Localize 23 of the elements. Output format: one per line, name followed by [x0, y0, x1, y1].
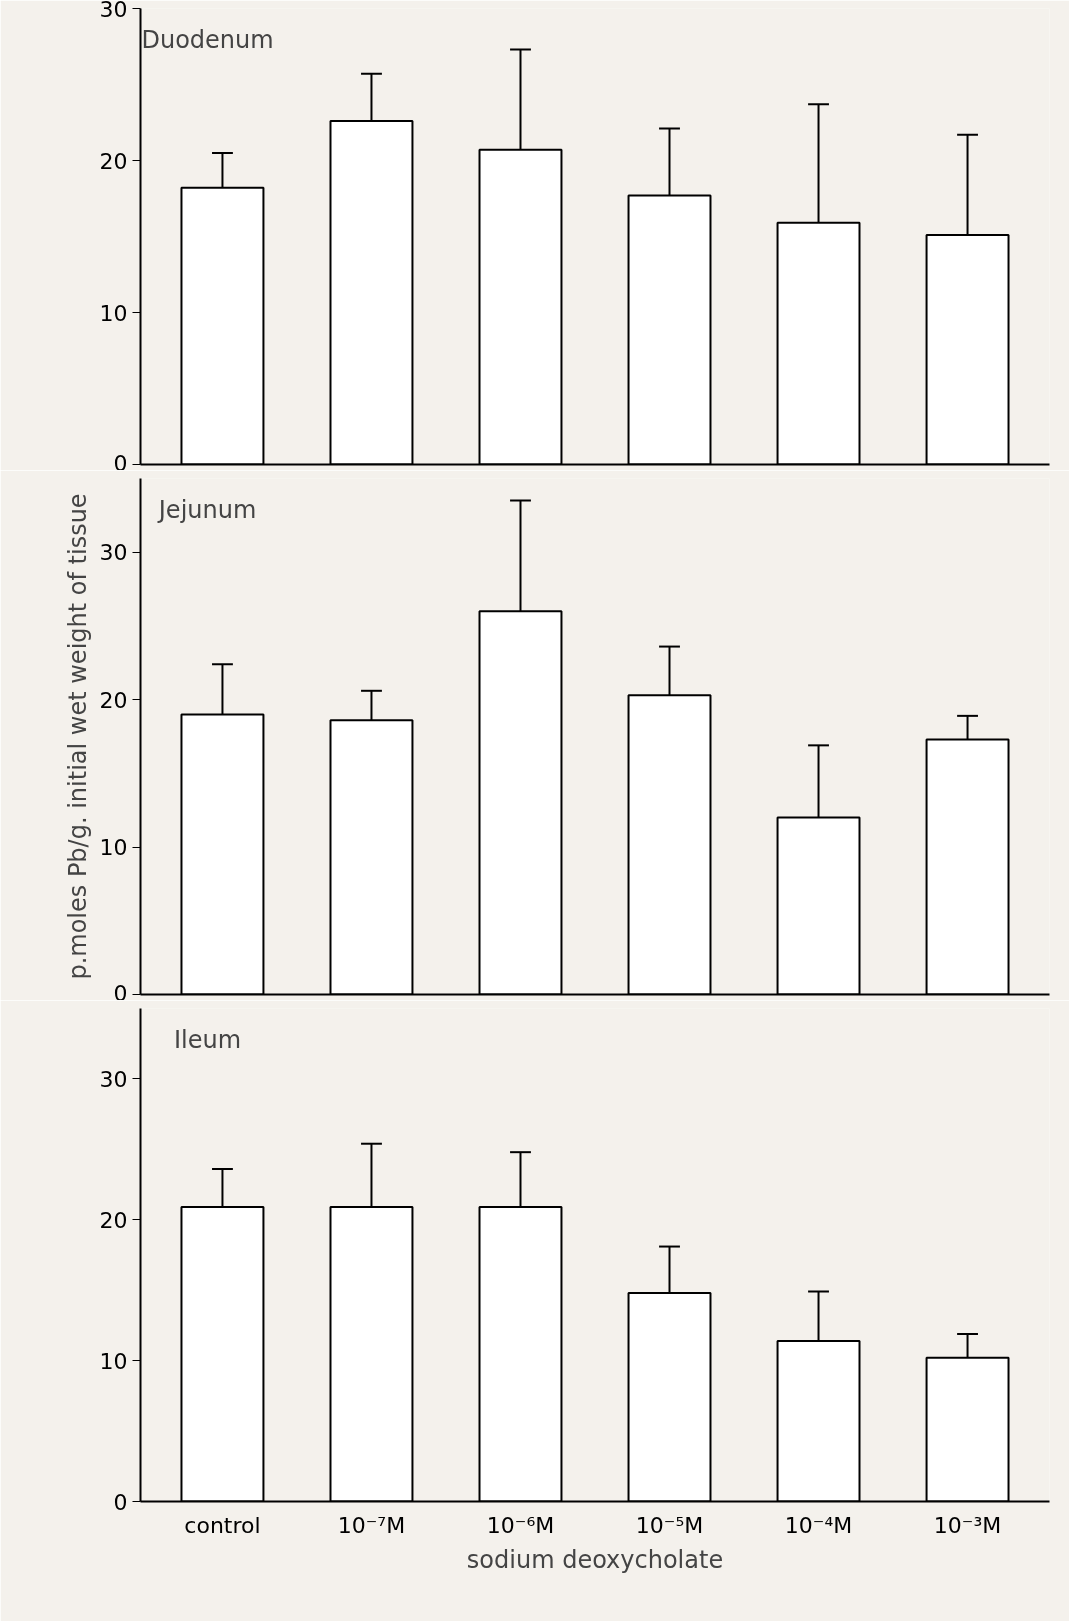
y-tick-label: 20 — [99, 148, 128, 174]
y-tick-label: 20 — [99, 1207, 128, 1233]
x-axis-title: sodium deoxycholate — [466, 1545, 724, 1574]
x-tick-label: 10⁻³M — [933, 1512, 1002, 1538]
text: Jejunum — [156, 495, 257, 524]
y-tick-label: 30 — [99, 540, 128, 566]
y-tick-label: 0 — [113, 980, 128, 1006]
y-tick-label: 10 — [99, 835, 128, 861]
text: Ileum — [174, 1025, 242, 1054]
x-tick-label: 10⁻⁵M — [635, 1512, 704, 1538]
y-tick-label: 30 — [99, 0, 128, 22]
x-tick-label: 10⁻⁴M — [784, 1512, 853, 1538]
y-axis-title: p.moles Pb/g. initial wet weight of tissue — [63, 493, 92, 980]
y-tick-label: 0 — [113, 1489, 128, 1515]
y-tick-label: 10 — [99, 1348, 128, 1374]
text: Duodenum — [141, 25, 274, 54]
x-tick-label: 10⁻⁶M — [486, 1512, 555, 1538]
x-tick-label: control — [184, 1512, 261, 1538]
y-tick-label: 10 — [99, 300, 128, 326]
y-tick-label: 0 — [113, 450, 128, 476]
x-tick-label: 10⁻⁷M — [337, 1512, 406, 1538]
y-tick-label: 30 — [99, 1066, 128, 1092]
y-tick-label: 20 — [99, 687, 128, 713]
